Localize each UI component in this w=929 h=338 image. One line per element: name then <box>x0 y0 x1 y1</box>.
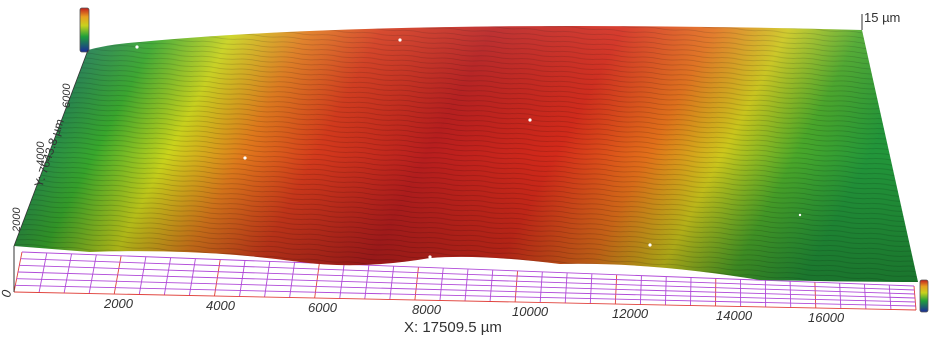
grid-floor <box>13 251 917 311</box>
y-tick: 6000 <box>61 83 73 108</box>
x-tick: 8000 <box>412 302 442 317</box>
x-tick: 14000 <box>716 308 753 323</box>
y-tick: 4000 <box>35 141 47 166</box>
height-surface <box>14 26 918 282</box>
z-axis-label: 15 µm <box>864 10 900 25</box>
z-color-bar <box>79 7 90 53</box>
y-tick: 2000 <box>11 207 23 233</box>
x-tick: 4000 <box>206 298 236 313</box>
x-axis-label: X: 17509.5 µm <box>404 319 502 336</box>
z-color-bar-front <box>919 279 929 313</box>
x-tick: 6000 <box>308 300 338 315</box>
x-axis-ticks: 0 2000 4000 6000 8000 10000 12000 14000 … <box>0 288 845 325</box>
y-axis-ticks: 6000 4000 2000 <box>11 83 73 233</box>
x-tick: 2000 <box>103 296 134 311</box>
x-tick: 10000 <box>512 304 549 319</box>
x-tick: 0 <box>0 288 14 298</box>
x-tick: 16000 <box>808 310 845 325</box>
x-tick: 12000 <box>612 306 649 321</box>
